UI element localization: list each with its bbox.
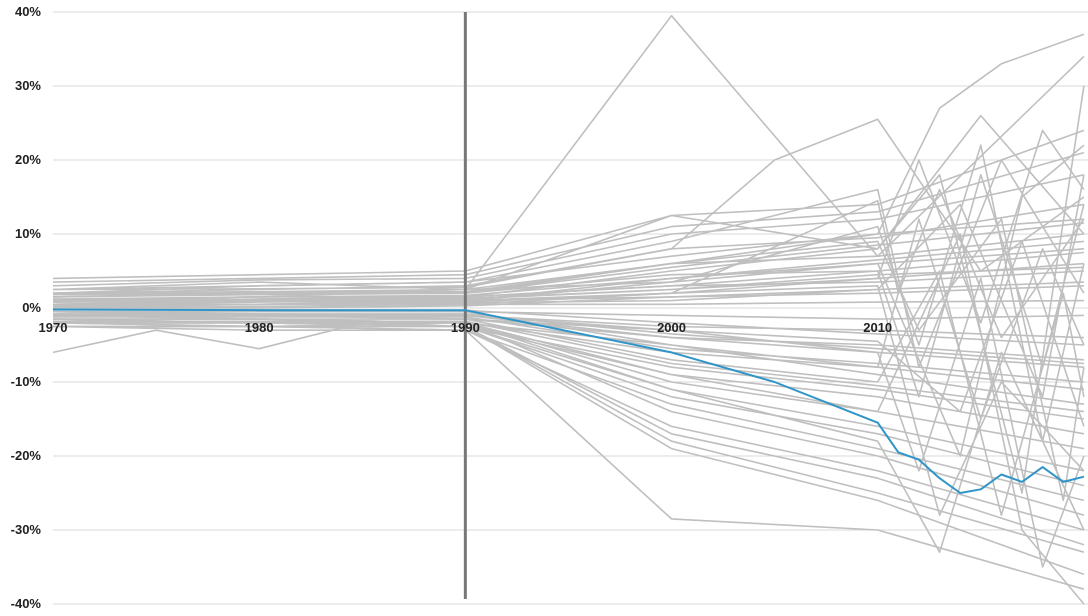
background-series-line-41 — [52, 33, 1085, 298]
y-tick-label-3: 10% — [15, 226, 41, 241]
highlighted-series-line — [52, 308, 1085, 494]
y-tick-label-2: 20% — [15, 152, 41, 167]
background-series-line-52 — [53, 174, 1085, 398]
x-tick-label-3: 2000 — [657, 320, 686, 335]
background-series-line-37 — [52, 322, 1085, 553]
x-tick-label-1: 1980 — [245, 320, 274, 335]
y-tick-label-0: 40% — [15, 4, 41, 19]
y-tick-label-7: -30% — [11, 522, 42, 537]
y-tick-label-1: 30% — [15, 78, 41, 93]
background-series-line-36 — [53, 320, 1084, 413]
background-series-line-50 — [52, 85, 1085, 494]
background-series-line-45 — [52, 174, 1085, 398]
highlighted-series-group — [52, 308, 1085, 494]
x-tick-label-2: 1990 — [451, 320, 480, 335]
background-series-line-14 — [52, 318, 1085, 487]
background-series-line-28 — [52, 325, 1085, 531]
background-series-line-19 — [52, 151, 1085, 283]
background-series-line-57 — [52, 188, 1085, 339]
background-series-group — [52, 14, 1085, 605]
x-tick-label-0: 1970 — [39, 320, 68, 335]
background-series-line-1 — [52, 174, 1085, 287]
background-series-line-3 — [52, 233, 1084, 294]
background-series-line-0 — [52, 129, 1085, 280]
background-series-line-54 — [53, 322, 1085, 553]
background-series-line-17 — [53, 325, 1085, 576]
background-series-line-56 — [52, 240, 1085, 427]
background-series-line-55 — [52, 129, 1085, 324]
background-series-line-53 — [52, 218, 1085, 502]
background-series-line-51 — [52, 277, 1085, 568]
x-tick-label-4: 2010 — [863, 320, 892, 335]
background-series-line-7 — [52, 299, 1084, 309]
background-series-line-46 — [53, 270, 1085, 516]
background-series-line-35 — [53, 316, 1084, 383]
background-series-line-48 — [53, 233, 1085, 605]
x-axis-labels: 1970 1980 1990 2000 2010 — [39, 320, 893, 335]
y-tick-label-8: -40% — [11, 596, 42, 611]
y-tick-label-4: 0% — [22, 300, 41, 315]
background-series-line-38 — [52, 14, 1085, 291]
y-axis-labels: 40% 30% 20% 10% 0% -10% -20% -30% -40% — [11, 4, 42, 611]
y-tick-label-5: -10% — [11, 374, 42, 389]
y-tick-label-6: -20% — [11, 448, 42, 463]
background-series-line-49 — [52, 159, 1085, 368]
background-series-line-18 — [53, 325, 1085, 590]
